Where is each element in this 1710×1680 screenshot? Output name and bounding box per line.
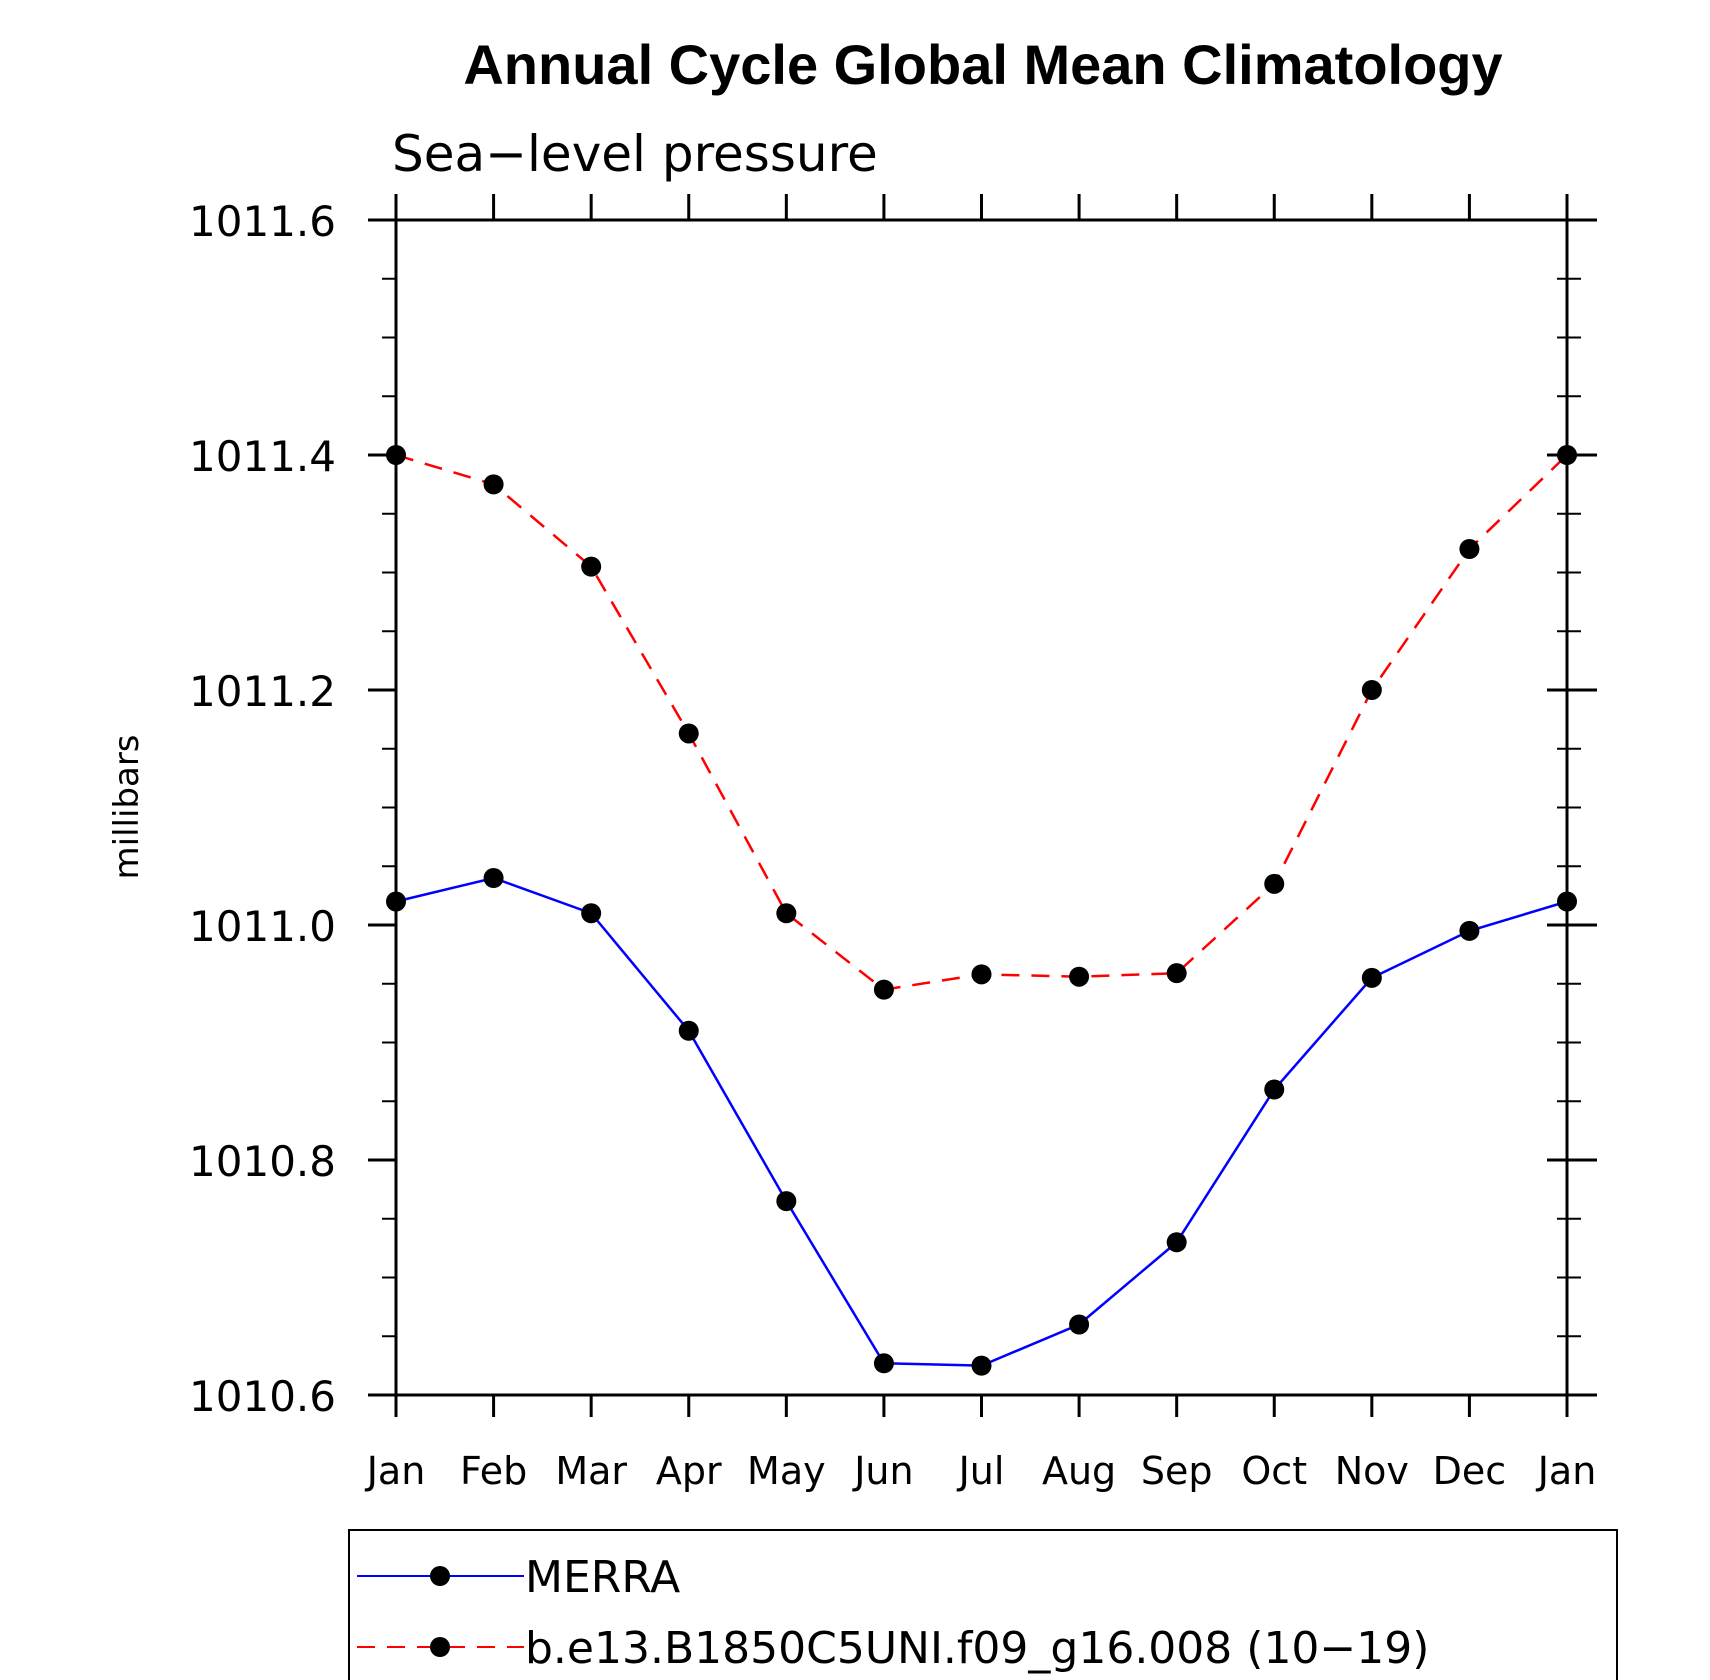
data-point-series-1 bbox=[581, 556, 602, 577]
x-tick-label: Dec bbox=[1433, 1449, 1507, 1493]
x-tick-label: Sep bbox=[1141, 1449, 1213, 1493]
series-layer bbox=[395, 453, 1568, 1367]
data-point-series-0 bbox=[1361, 967, 1382, 988]
data-point-series-1 bbox=[1557, 445, 1577, 465]
y-tick-label: 1010.6 bbox=[189, 1372, 336, 1421]
y-tick-label: 1011.2 bbox=[189, 667, 336, 716]
legend-model-label: b.e13.B1850C5UNI.f09_g16.008 (10−19) bbox=[525, 1623, 1429, 1674]
markers-layer bbox=[386, 445, 1577, 1376]
x-tick-label: Feb bbox=[460, 1449, 527, 1493]
data-point-series-1 bbox=[678, 723, 699, 744]
data-point-series-1 bbox=[776, 903, 797, 924]
x-tick-label: Oct bbox=[1241, 1449, 1307, 1493]
x-tick-label: Apr bbox=[656, 1449, 722, 1493]
y-tick-label: 1011.4 bbox=[189, 432, 336, 481]
data-point-series-1 bbox=[1361, 680, 1382, 700]
x-tick-label: Aug bbox=[1042, 1449, 1116, 1493]
data-point-series-0 bbox=[1069, 1314, 1090, 1335]
series-line-1 bbox=[395, 453, 1568, 991]
data-point-series-0 bbox=[1166, 1232, 1187, 1253]
x-tick-label: Jun bbox=[852, 1449, 913, 1493]
data-point-series-0 bbox=[971, 1355, 992, 1376]
data-point-series-0 bbox=[581, 903, 602, 924]
x-tick-label: May bbox=[747, 1449, 826, 1493]
data-point-series-0 bbox=[386, 891, 406, 912]
y-tick-label: 1011.0 bbox=[189, 902, 336, 951]
legend-box bbox=[348, 1529, 1618, 1680]
data-point-series-0 bbox=[873, 1353, 894, 1374]
plot-area: Jan Feb Mar Apr May Jun Jul Aug Sep Oct Nov Dec Jan 1… bbox=[189, 194, 1597, 1493]
data-point-series-1 bbox=[1166, 963, 1187, 984]
legend-model-marker bbox=[430, 1637, 450, 1657]
y-axis-label: millibars bbox=[107, 734, 147, 879]
data-point-series-1 bbox=[1069, 966, 1090, 987]
y-tick-label: 1011.6 bbox=[189, 197, 336, 246]
x-tick-label: Mar bbox=[555, 1449, 627, 1493]
x-tick-label: Jan bbox=[1536, 1449, 1597, 1493]
x-tick-label: Jan bbox=[365, 1449, 426, 1493]
data-point-series-0 bbox=[776, 1191, 797, 1212]
data-point-series-1 bbox=[386, 445, 406, 465]
data-point-series-0 bbox=[1557, 891, 1577, 912]
y-tick-label: 1010.8 bbox=[189, 1137, 336, 1186]
series-line-0 bbox=[395, 876, 1568, 1367]
data-point-series-0 bbox=[678, 1020, 699, 1041]
legend: MERRA b.e13.B1850C5UNI.f09_g16.008 (10−1… bbox=[348, 1529, 1618, 1680]
chart-subtitle: Sea−level pressure bbox=[392, 125, 878, 183]
data-point-series-1 bbox=[483, 474, 504, 495]
chart-title: Annual Cycle Global Mean Climatology bbox=[463, 33, 1502, 96]
x-tick-label: Jul bbox=[957, 1449, 1005, 1493]
data-point-series-1 bbox=[873, 979, 894, 1000]
data-point-series-1 bbox=[1459, 539, 1480, 559]
data-point-series-0 bbox=[1459, 920, 1480, 941]
x-tick-label: Nov bbox=[1335, 1449, 1409, 1493]
plot-frame bbox=[394, 218, 1569, 1397]
data-point-series-1 bbox=[971, 964, 992, 985]
axis-ticks: Jan Feb Mar Apr May Jun Jul Aug Sep Oct Nov Dec Jan 1… bbox=[189, 194, 1597, 1493]
data-point-series-0 bbox=[483, 868, 504, 888]
legend-merra-label: MERRA bbox=[525, 1552, 680, 1603]
legend-merra-marker bbox=[430, 1566, 450, 1586]
data-point-series-0 bbox=[1264, 1079, 1285, 1100]
data-point-series-1 bbox=[1264, 873, 1285, 894]
